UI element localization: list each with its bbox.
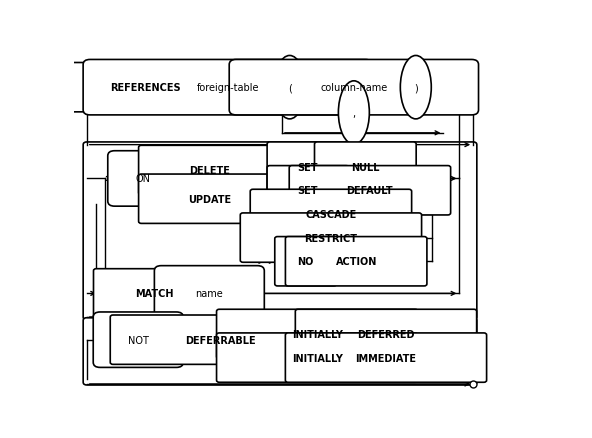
Text: IMMEDIATE: IMMEDIATE xyxy=(355,353,417,363)
Text: DEFERRABLE: DEFERRABLE xyxy=(185,335,256,345)
FancyBboxPatch shape xyxy=(217,333,418,382)
Text: ,: , xyxy=(352,108,355,118)
Text: RESTRICT: RESTRICT xyxy=(304,233,358,243)
FancyBboxPatch shape xyxy=(285,333,487,382)
FancyBboxPatch shape xyxy=(139,146,280,195)
Text: ON: ON xyxy=(136,174,150,184)
FancyBboxPatch shape xyxy=(93,312,184,367)
FancyBboxPatch shape xyxy=(275,237,337,286)
Text: foreign-table: foreign-table xyxy=(197,83,259,93)
Text: (: ( xyxy=(288,83,292,93)
FancyBboxPatch shape xyxy=(314,143,416,192)
Ellipse shape xyxy=(400,57,432,120)
Text: INITIALLY: INITIALLY xyxy=(292,329,343,339)
FancyBboxPatch shape xyxy=(34,64,256,113)
FancyBboxPatch shape xyxy=(139,175,280,224)
FancyBboxPatch shape xyxy=(83,60,372,116)
Text: ): ) xyxy=(414,83,418,93)
FancyBboxPatch shape xyxy=(295,310,477,359)
FancyBboxPatch shape xyxy=(83,318,477,385)
Text: DEFERRED: DEFERRED xyxy=(357,329,415,339)
FancyBboxPatch shape xyxy=(94,269,215,318)
FancyBboxPatch shape xyxy=(250,190,411,239)
FancyBboxPatch shape xyxy=(229,60,478,116)
Text: SET: SET xyxy=(298,186,318,196)
Text: CASCADE: CASCADE xyxy=(305,209,356,219)
FancyBboxPatch shape xyxy=(240,213,422,263)
Text: INITIALLY: INITIALLY xyxy=(292,353,343,363)
Text: name: name xyxy=(195,289,223,299)
Text: ACTION: ACTION xyxy=(336,257,377,267)
Text: DELETE: DELETE xyxy=(189,166,230,176)
FancyBboxPatch shape xyxy=(285,237,427,286)
Text: column-name: column-name xyxy=(320,83,388,93)
Text: NULL: NULL xyxy=(351,162,379,172)
FancyBboxPatch shape xyxy=(108,152,178,207)
FancyBboxPatch shape xyxy=(267,143,349,192)
Text: UPDATE: UPDATE xyxy=(188,194,231,204)
FancyBboxPatch shape xyxy=(289,166,451,215)
Text: SET: SET xyxy=(298,162,318,172)
Text: MATCH: MATCH xyxy=(135,289,173,299)
FancyBboxPatch shape xyxy=(267,166,349,215)
FancyBboxPatch shape xyxy=(83,143,477,320)
FancyBboxPatch shape xyxy=(110,315,332,364)
Text: REFERENCES: REFERENCES xyxy=(110,83,181,93)
Ellipse shape xyxy=(274,57,305,120)
Text: NOT: NOT xyxy=(128,335,149,345)
Text: DEFAULT: DEFAULT xyxy=(346,186,393,196)
FancyBboxPatch shape xyxy=(217,310,418,359)
Text: NO: NO xyxy=(298,257,314,267)
FancyBboxPatch shape xyxy=(155,266,264,321)
Ellipse shape xyxy=(339,81,369,145)
